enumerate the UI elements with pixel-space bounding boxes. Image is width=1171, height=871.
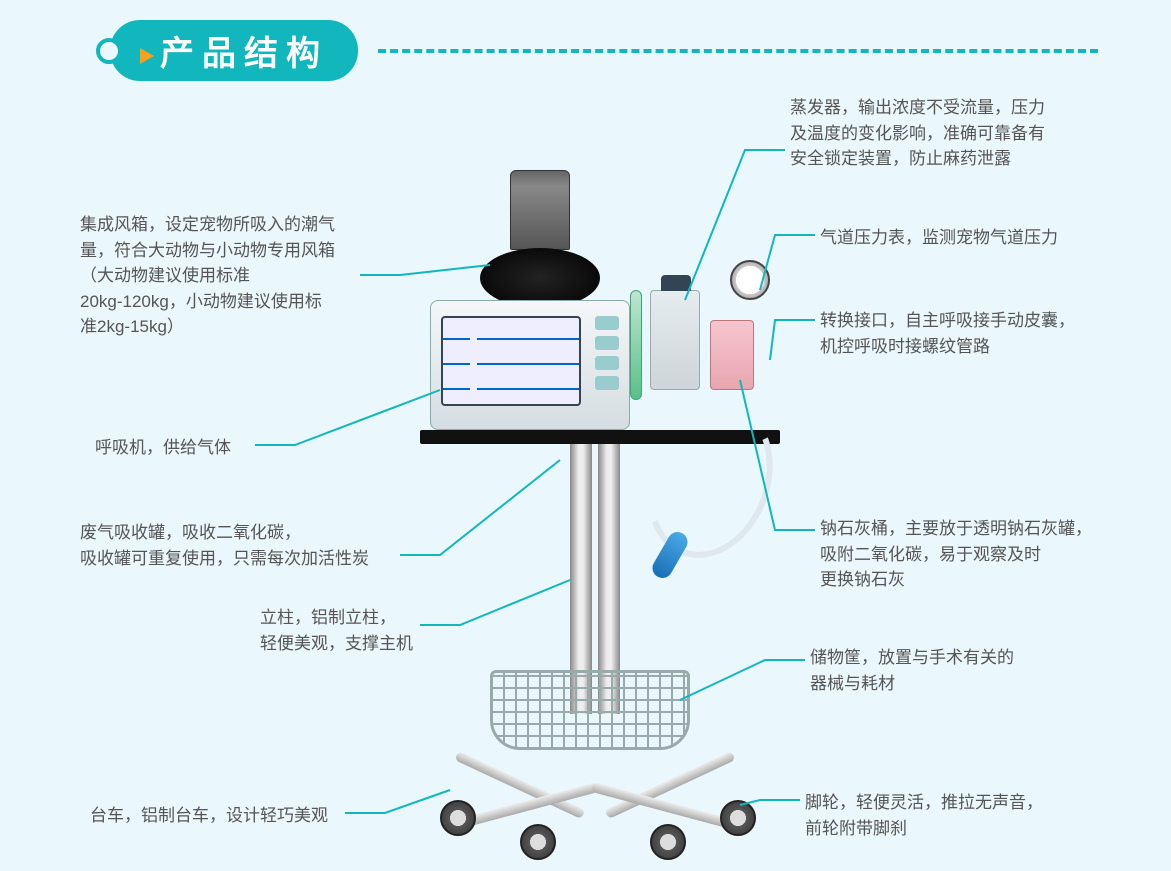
ventilator-box [430,300,630,430]
pressure-gauge [730,260,770,300]
arrow-icon [140,48,154,64]
breathing-tube [626,384,793,575]
bellows-base [480,248,600,308]
sodalime-canister [710,320,754,390]
ventilator-screen [441,316,581,406]
flowmeter [630,290,642,400]
bellows-jar [510,170,570,250]
annotation-pressure: 气道压力表，监测宠物气道压力 [820,225,1058,251]
storage-basket [490,670,690,750]
annotation-column: 立柱，铝制立柱，轻便美观，支撑主机 [260,605,413,656]
title-badge: 产品结构 [110,20,358,81]
annotation-castor: 脚轮，轻便灵活，推拉无声音，前轮附带脚刹 [805,790,1043,841]
annotation-bellows: 集成风箱，设定宠物所吸入的潮气量，符合大动物与小动物专用风箱（大动物建议使用标准… [80,212,335,340]
annotation-connector: 转换接口，自主呼吸接手动皮囊，机控呼吸时接螺纹管路 [820,308,1075,359]
title-text: 产品结构 [160,35,328,73]
ventilator-buttons [595,316,619,390]
annotation-vaporizer: 蒸发器，输出浓度不受流量，压力及温度的变化影响，准确可靠备有安全锁定装置，防止麻… [790,95,1045,172]
castor-icon [650,824,686,860]
vaporizer [650,290,700,390]
castor-icon [440,800,476,836]
header: 产品结构 [110,20,1098,81]
annotation-ventilator: 呼吸机，供给气体 [95,435,231,461]
product-illustration [430,170,770,850]
annotation-waste: 废气吸收罐，吸收二氧化碳，吸收罐可重复使用，只需每次加活性炭 [80,520,369,571]
cart-base [450,760,750,780]
annotation-cart: 台车，铝制台车，设计轻巧美观 [90,803,328,829]
castor-icon [720,800,756,836]
castor-icon [520,824,556,860]
annotation-sodalime: 钠石灰桶，主要放于透明钠石灰罐，吸附二氧化碳，易于观察及时更换钠石灰 [820,516,1092,593]
dashed-rule [378,49,1098,53]
annotation-basket: 储物筐，放置与手术有关的器械与耗材 [810,645,1014,696]
